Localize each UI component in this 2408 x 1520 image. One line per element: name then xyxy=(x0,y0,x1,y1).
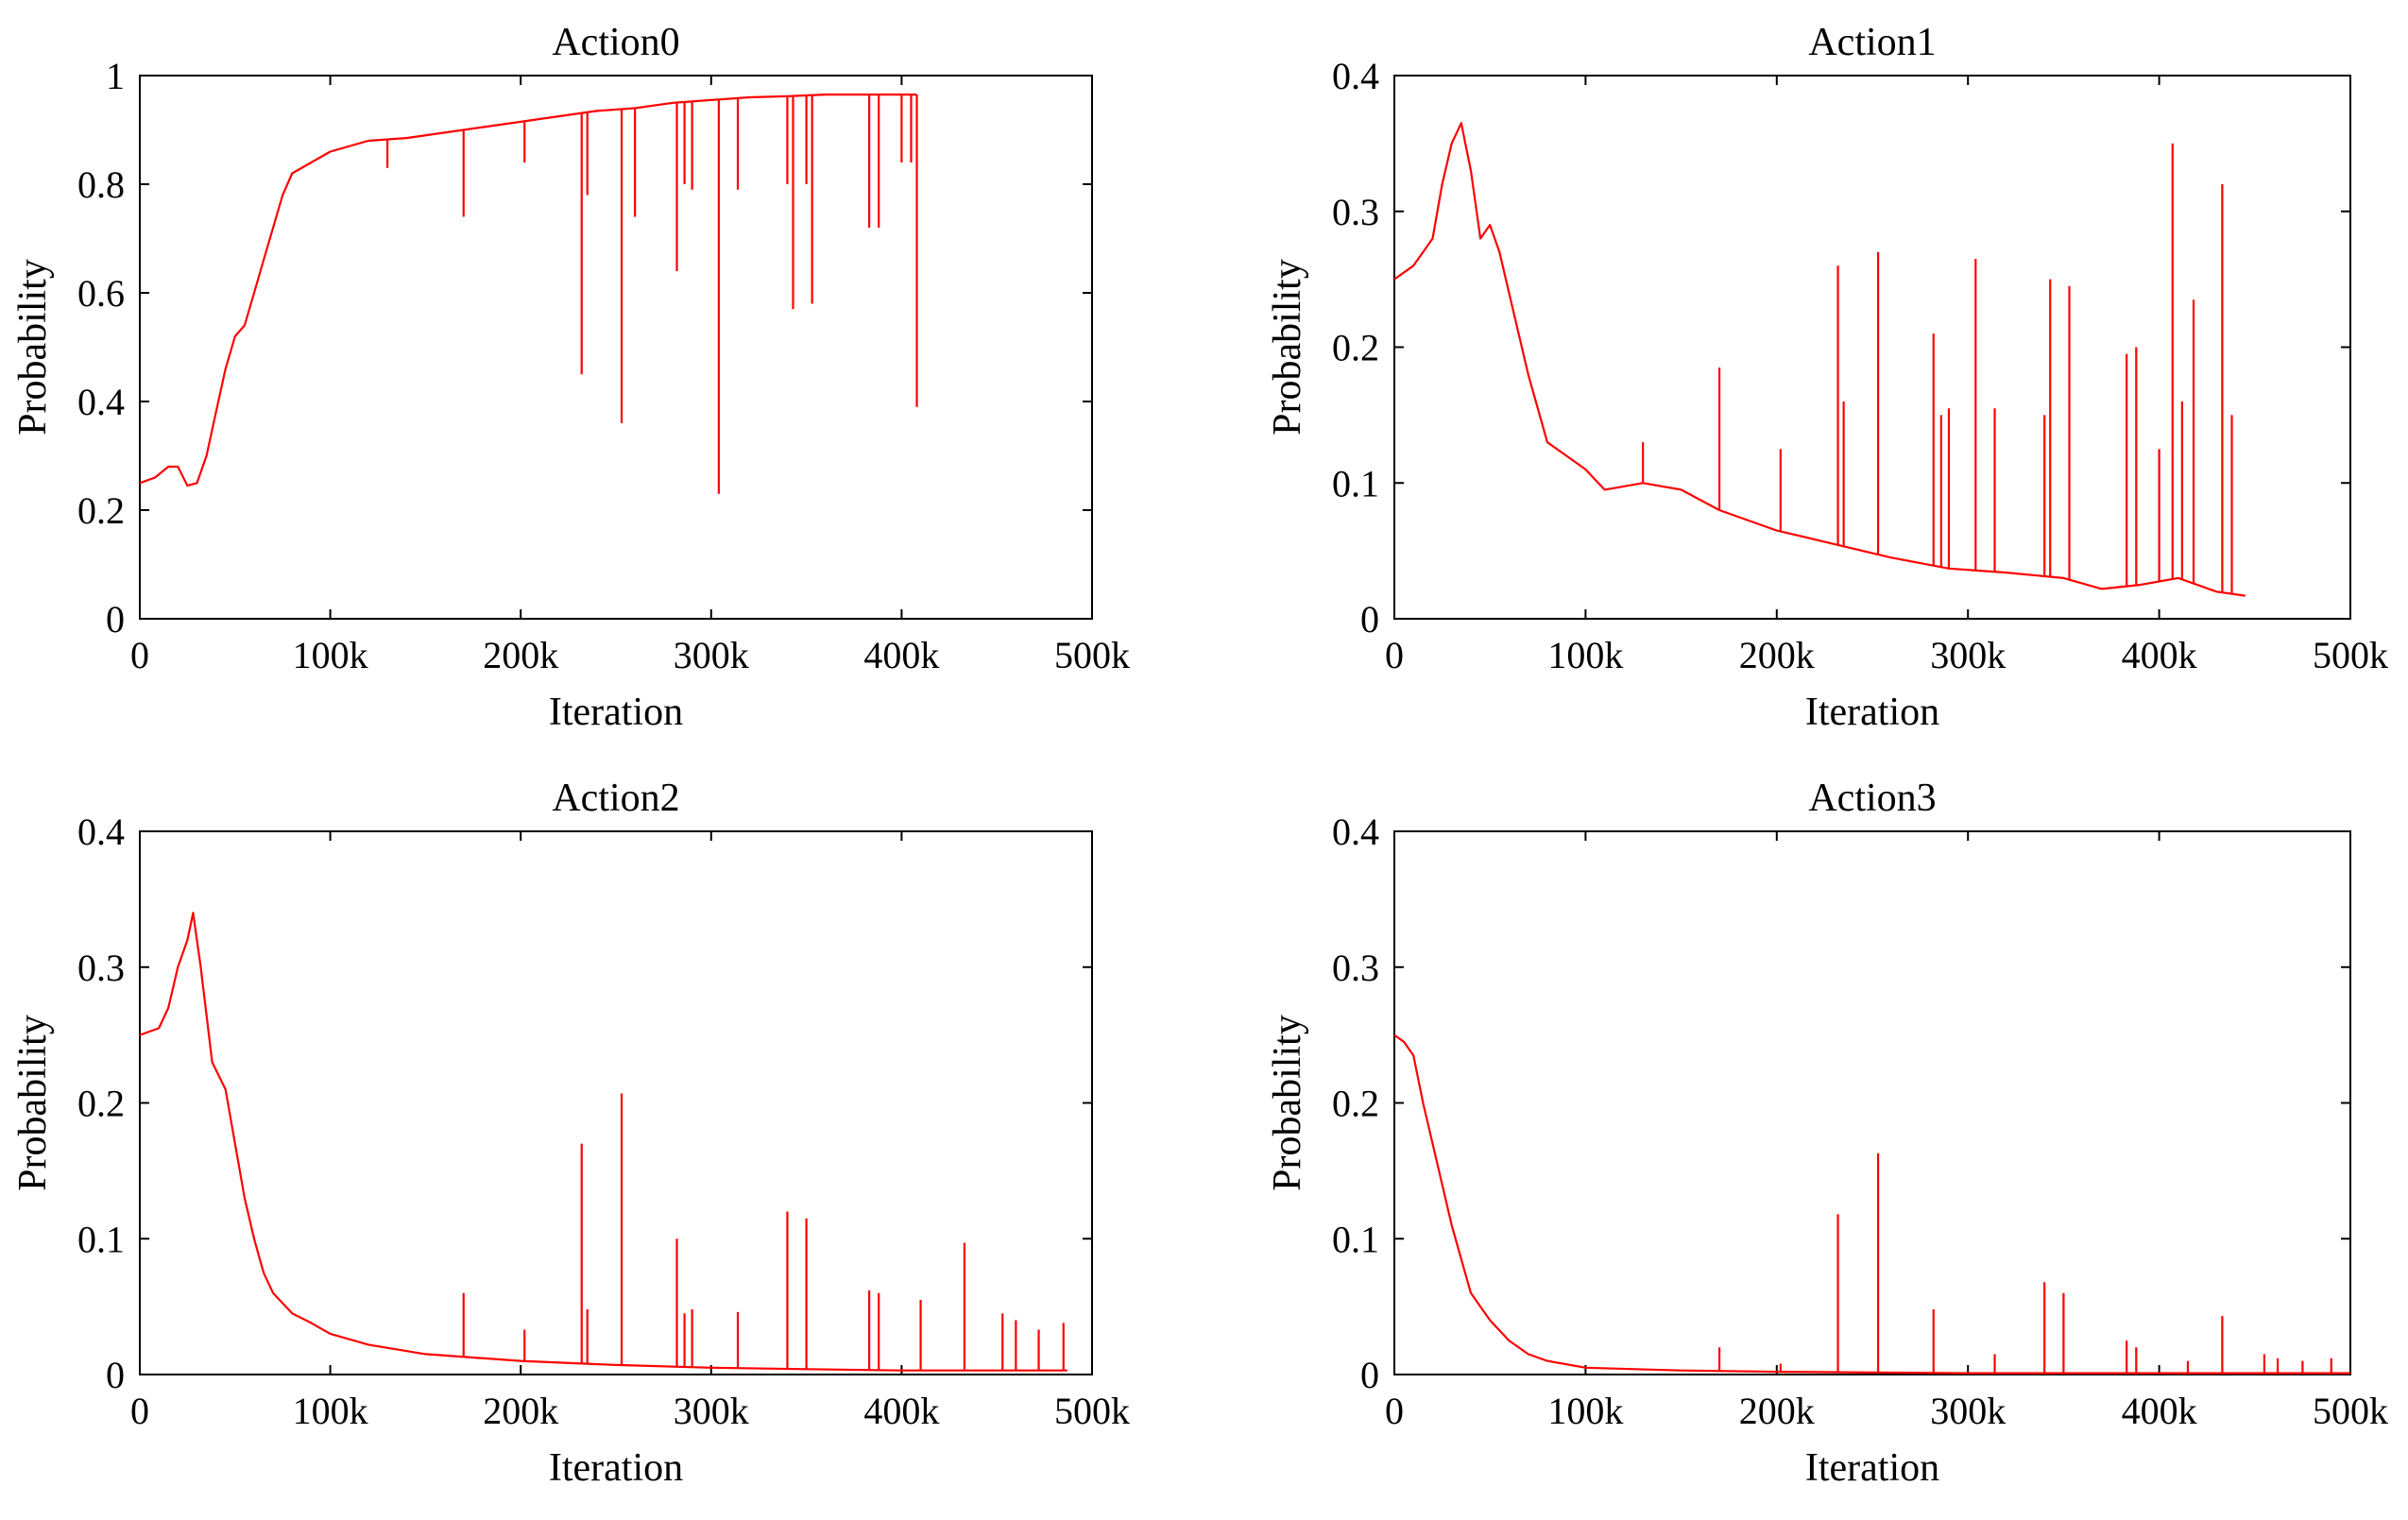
x-tick-label: 200k xyxy=(1739,1390,1815,1432)
x-tick-label: 300k xyxy=(1930,1390,2006,1432)
y-tick-label: 0.1 xyxy=(1332,462,1379,504)
y-tick-label: 0 xyxy=(106,598,125,640)
series-line-Action0 xyxy=(139,93,917,487)
x-tick-label: 500k xyxy=(2313,1390,2388,1432)
x-tick-label: 500k xyxy=(2313,634,2388,676)
x-tick-label: 400k xyxy=(2122,634,2197,676)
y-axis-label: Probability xyxy=(11,1015,55,1191)
x-tick-label: 0 xyxy=(1385,1390,1404,1432)
chart-title: Action2 xyxy=(552,777,679,820)
series-line-Action3 xyxy=(1393,1033,2350,1375)
chart-panel-3: Action3 0 100k 200k 300k 400k 500k 0 0.1 0.2 0.3 0.… xyxy=(1266,777,2388,1490)
y-tick-label: 0 xyxy=(1360,1354,1379,1396)
y-tick-label: 0.4 xyxy=(77,381,125,423)
x-tick-label: 400k xyxy=(2122,1390,2197,1432)
chart-panel-1: Action1 0 100k 200k 300k 400k 500k 0 0.1 0.2 0.3 0.… xyxy=(1266,21,2388,734)
chart-panel-2: Action2 0 100k 200k 300k 400k 500k 0 0.1 0.2 0.3 0.… xyxy=(11,777,1130,1490)
x-tick-label: 400k xyxy=(863,1390,939,1432)
x-axis-label: Iteration xyxy=(549,1446,683,1490)
y-tick-label: 0.1 xyxy=(77,1218,125,1260)
x-tick-label: 500k xyxy=(1054,634,1130,676)
x-tick-label: 200k xyxy=(1739,634,1815,676)
plot-frame xyxy=(1393,75,2351,620)
x-tick-label: 300k xyxy=(674,1390,749,1432)
y-tick-label: 0.4 xyxy=(1332,811,1379,853)
chart-title: Action3 xyxy=(1808,777,1936,820)
x-tick-label: 100k xyxy=(1547,634,1623,676)
plot-frame xyxy=(1393,830,2351,1375)
x-tick-label: 100k xyxy=(1547,1390,1623,1432)
y-tick-label: 0.8 xyxy=(77,163,125,206)
plot-frame xyxy=(139,75,1093,620)
x-tick-label: 100k xyxy=(293,634,368,676)
y-axis-label: Probability xyxy=(11,259,55,436)
x-axis-label: Iteration xyxy=(549,691,683,734)
chart-panel-0: Action0 0 100k 200k 300k 400k 500k 0 0.2 0.4 0.6 0.… xyxy=(11,21,1130,734)
chart-title: Action1 xyxy=(1808,21,1936,64)
x-tick-label: 100k xyxy=(293,1390,368,1432)
x-tick-label: 300k xyxy=(1930,634,2006,676)
y-tick-label: 0.2 xyxy=(1332,1083,1379,1125)
y-tick-label: 1 xyxy=(106,55,125,97)
y-axis-label: Probability xyxy=(1266,1015,1309,1191)
y-tick-label: 0.2 xyxy=(77,489,125,532)
y-tick-label: 0.3 xyxy=(1332,947,1379,989)
x-axis-label: Iteration xyxy=(1805,1446,1939,1490)
y-tick-label: 0.6 xyxy=(77,272,125,315)
x-tick-label: 400k xyxy=(863,634,939,676)
y-tick-label: 0.1 xyxy=(1332,1218,1379,1260)
x-axis-label: Iteration xyxy=(1805,691,1939,734)
y-tick-label: 0.2 xyxy=(1332,327,1379,369)
x-tick-label: 0 xyxy=(130,634,149,676)
y-tick-label: 0.4 xyxy=(1332,55,1379,97)
series-line-Action2 xyxy=(139,912,1067,1372)
x-tick-label: 300k xyxy=(674,634,749,676)
y-tick-label: 0.2 xyxy=(77,1083,125,1125)
y-tick-label: 0.4 xyxy=(77,811,125,853)
y-tick-label: 0.3 xyxy=(77,947,125,989)
y-tick-label: 0 xyxy=(1360,598,1379,640)
series-line-Action1 xyxy=(1393,122,2246,597)
chart-title: Action0 xyxy=(552,21,679,64)
x-tick-label: 500k xyxy=(1054,1390,1130,1432)
x-tick-label: 0 xyxy=(130,1390,149,1432)
x-tick-label: 0 xyxy=(1385,634,1404,676)
x-tick-label: 200k xyxy=(483,1390,558,1432)
x-tick-label: 200k xyxy=(483,634,558,676)
y-tick-label: 0 xyxy=(106,1354,125,1396)
y-tick-label: 0.3 xyxy=(1332,191,1379,233)
y-axis-label: Probability xyxy=(1266,259,1309,436)
plot-frame xyxy=(139,830,1093,1375)
